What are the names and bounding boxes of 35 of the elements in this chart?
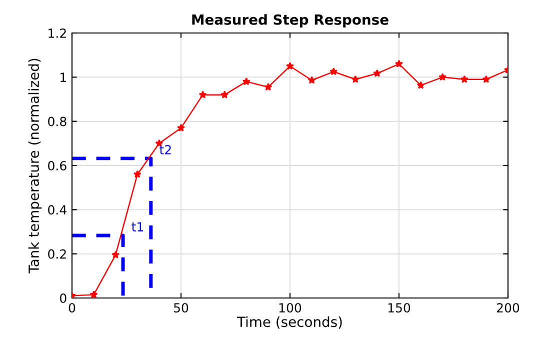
point — [112, 250, 120, 258]
x-tick-label: 150 — [388, 303, 410, 313]
x-axis-title: Time (seconds) — [236, 316, 342, 329]
x-tick-label: 0 — [68, 303, 76, 313]
point — [330, 67, 338, 76]
y-tick-label: 0.6 — [48, 160, 66, 170]
point — [242, 77, 250, 86]
y-tick-label: 1 — [60, 72, 66, 82]
point — [90, 290, 98, 298]
point — [308, 76, 316, 84]
x-tick-label: 200 — [496, 303, 520, 313]
point — [395, 60, 403, 68]
y-tick-label: 0.2 — [48, 249, 66, 259]
x-tick-label: 100 — [279, 303, 302, 313]
annotation: t1 — [132, 222, 144, 232]
point — [220, 90, 229, 98]
point — [286, 62, 294, 70]
point — [460, 75, 468, 83]
point — [482, 75, 490, 83]
y-tick-label: 0 — [60, 293, 66, 303]
x-tick-label: 50 — [174, 303, 188, 313]
chart-title: Measured Step Response — [192, 14, 388, 28]
point — [438, 73, 447, 81]
annotation: t2 — [160, 144, 171, 154]
point — [416, 81, 425, 89]
point — [264, 82, 272, 91]
y-tick-label: 0.4 — [48, 205, 66, 215]
point — [177, 124, 185, 132]
y-axis-title: Tank temperature (normalized) — [28, 58, 42, 274]
point — [133, 170, 142, 178]
y-tick-label: 1.2 — [48, 28, 66, 38]
point — [351, 75, 360, 83]
y-tick-label: 0.8 — [48, 116, 66, 126]
point — [198, 90, 207, 98]
point — [373, 69, 382, 77]
